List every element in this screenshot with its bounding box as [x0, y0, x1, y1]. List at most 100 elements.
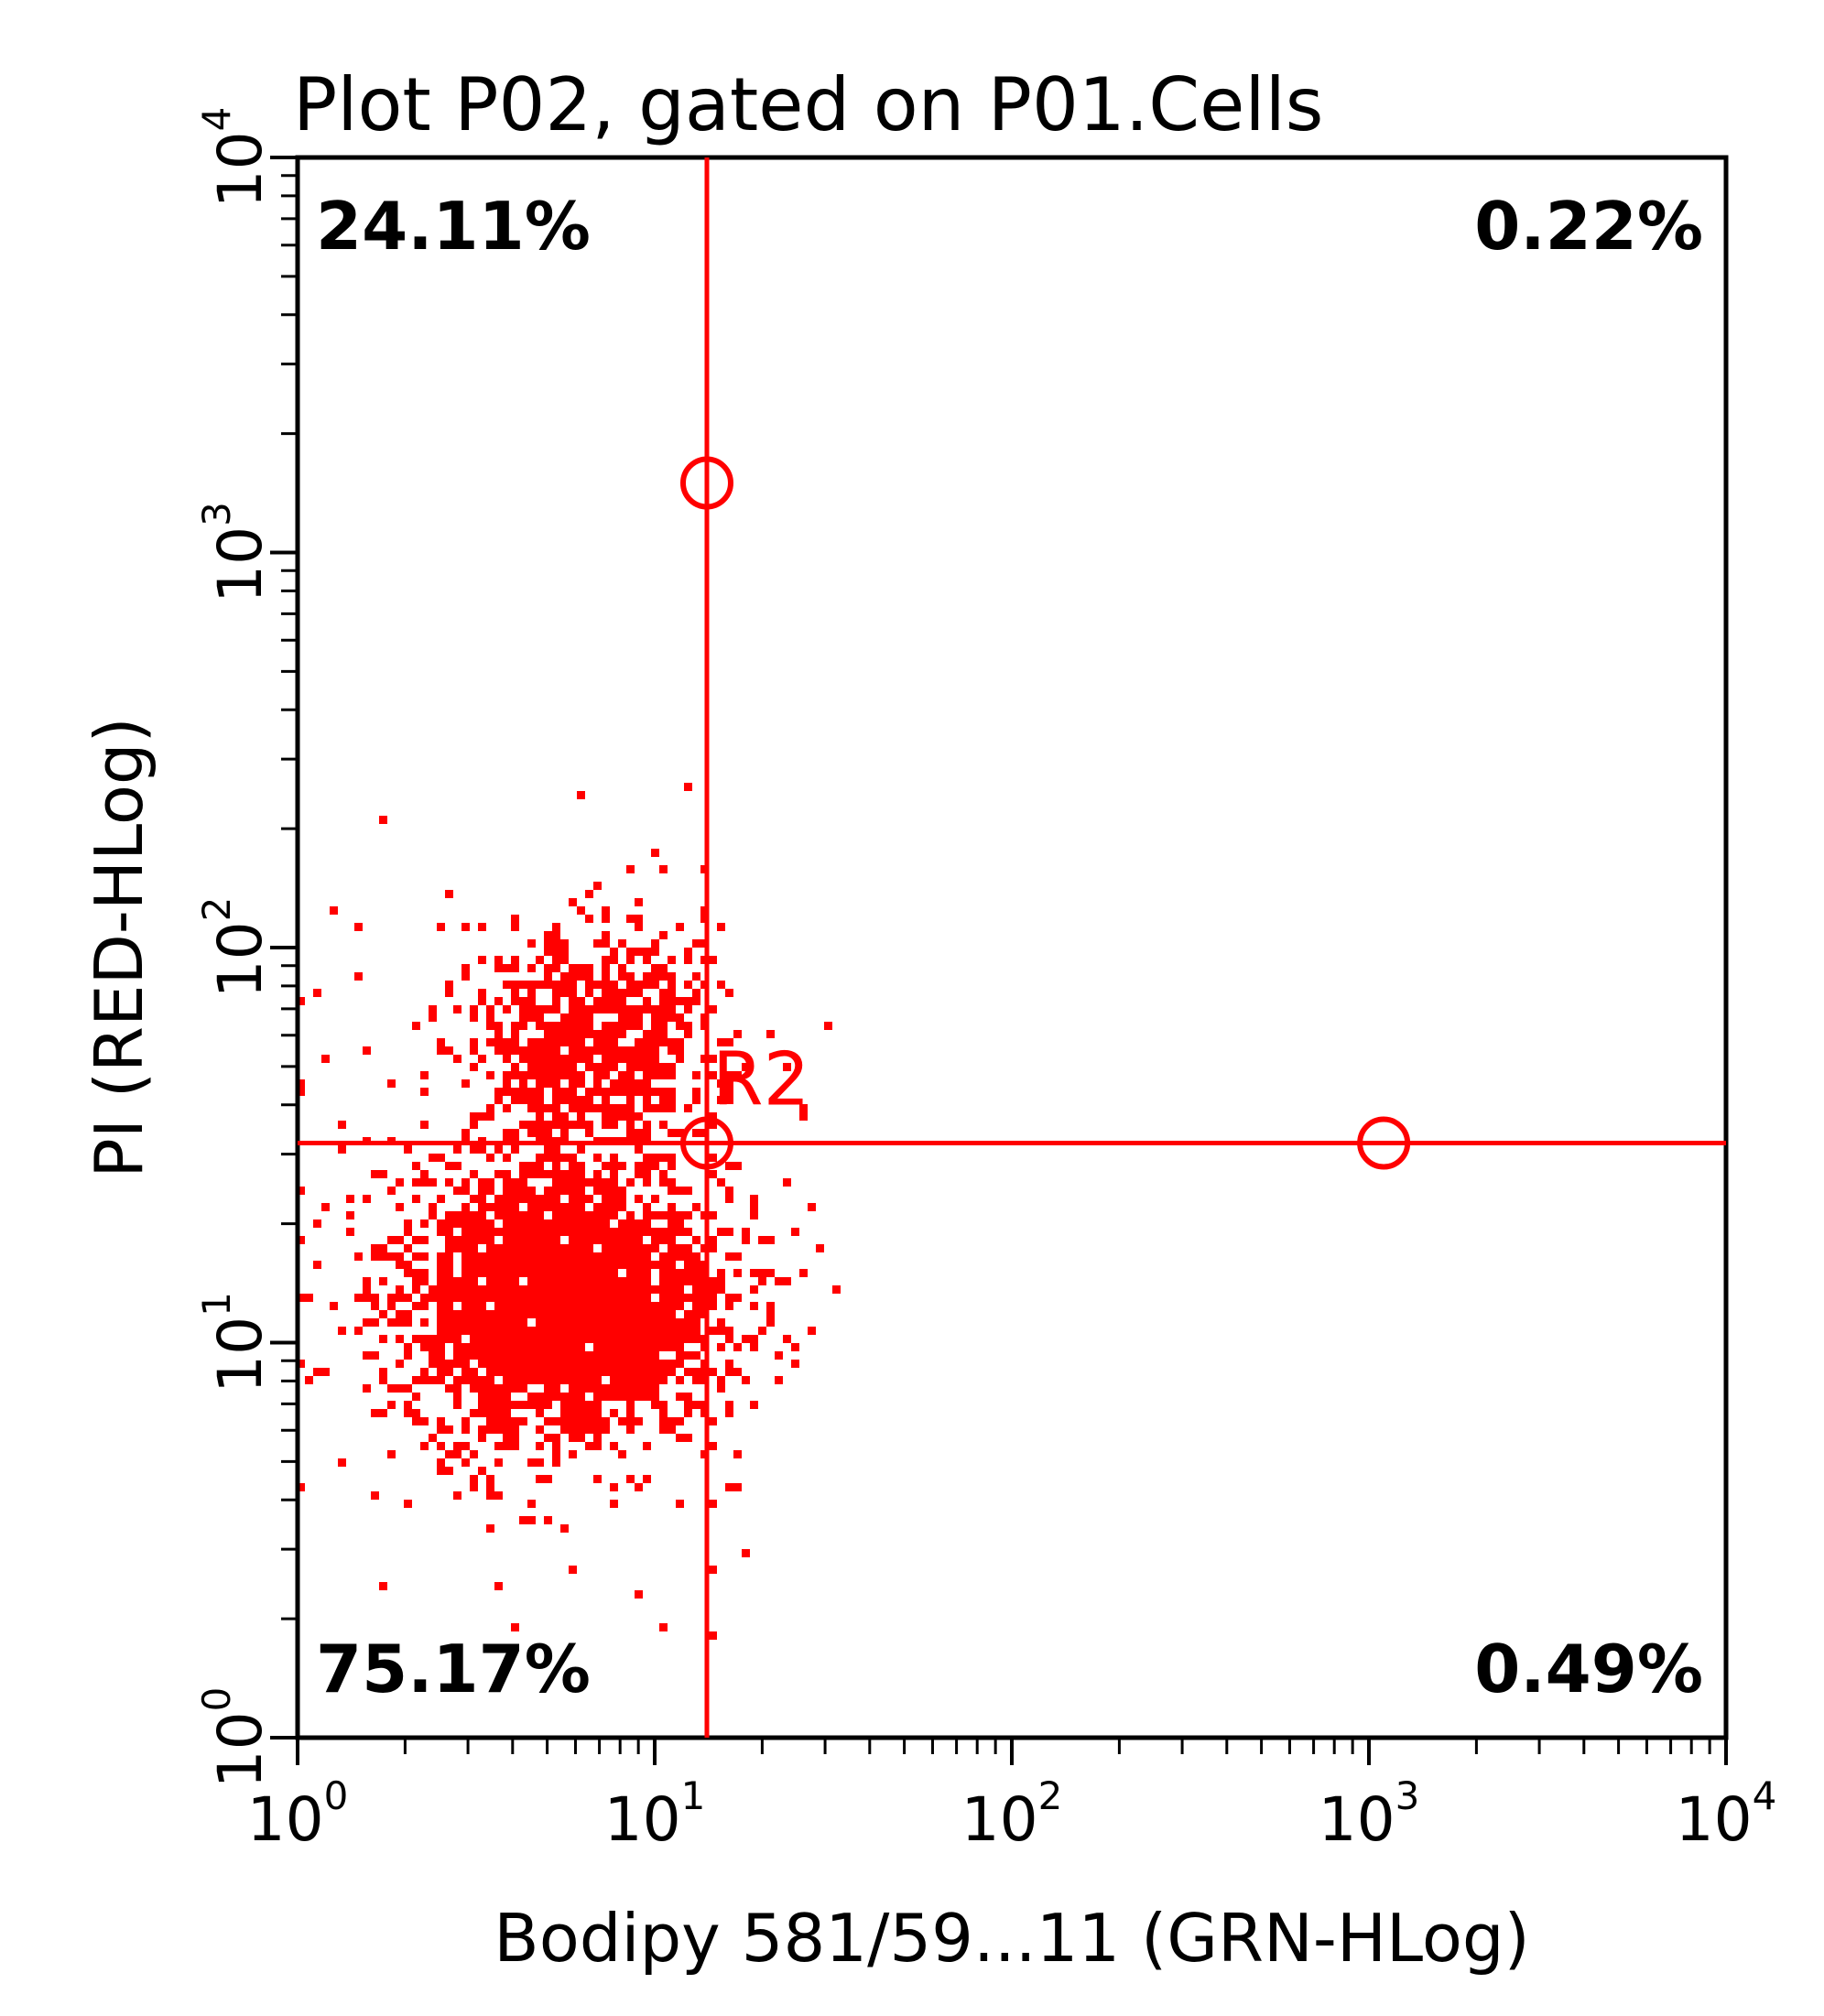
data-point [552, 923, 560, 931]
data-point [593, 882, 602, 890]
data-point [552, 1393, 560, 1401]
data-point [544, 1343, 552, 1351]
data-point [577, 1376, 585, 1384]
data-point [659, 1327, 668, 1335]
data-point [569, 1409, 577, 1417]
data-point [354, 1252, 363, 1261]
data-point [527, 1277, 536, 1285]
data-point [569, 1063, 577, 1071]
data-point [420, 1178, 429, 1187]
data-point [494, 1417, 503, 1425]
data-point [569, 1096, 577, 1104]
data-point [544, 1516, 552, 1524]
gate-r2[interactable]: R2 [298, 157, 1726, 1738]
data-point [486, 1401, 494, 1409]
data-point [577, 1384, 585, 1393]
data-point [461, 1187, 470, 1195]
data-point [659, 1310, 668, 1318]
data-point [610, 1277, 618, 1285]
data-point [429, 1434, 437, 1442]
data-point [659, 865, 668, 873]
data-point [371, 1244, 379, 1252]
data-point [668, 1327, 676, 1335]
data-point [733, 1450, 742, 1458]
data-point [585, 1005, 593, 1013]
data-point [461, 1285, 470, 1294]
data-point [684, 1335, 692, 1343]
data-point [651, 1236, 659, 1244]
data-point [519, 1335, 527, 1343]
data-point [494, 1360, 503, 1368]
data-point [511, 1351, 519, 1360]
data-point [577, 1104, 585, 1112]
data-point [338, 1121, 346, 1129]
data-point [676, 997, 684, 1005]
data-point [668, 1063, 676, 1071]
data-point [560, 1030, 569, 1038]
data-point [602, 1005, 610, 1013]
data-point [569, 1219, 577, 1228]
data-point [445, 1285, 453, 1294]
data-point [429, 1294, 437, 1302]
data-point [585, 1368, 593, 1376]
data-point [560, 1219, 569, 1228]
data-point [659, 1236, 668, 1244]
data-point [626, 1277, 635, 1285]
data-point [651, 964, 659, 972]
data-point [651, 1244, 659, 1252]
data-point [569, 1269, 577, 1277]
data-point [593, 1384, 602, 1393]
data-point [717, 1038, 725, 1046]
data-point [593, 1261, 602, 1269]
data-point [750, 1335, 758, 1343]
data-point [692, 1203, 700, 1211]
data-point [569, 1154, 577, 1162]
data-point [602, 1261, 610, 1269]
data-point [618, 939, 626, 948]
data-point [544, 1417, 552, 1425]
data-point [585, 1096, 593, 1104]
data-point [544, 1129, 552, 1137]
data-point [544, 1228, 552, 1236]
data-point [544, 1195, 552, 1203]
data-point [717, 1178, 725, 1187]
data-point [635, 1145, 643, 1154]
data-point [799, 1112, 808, 1121]
data-point [503, 1038, 511, 1046]
data-point [511, 989, 519, 997]
data-point [536, 1376, 544, 1384]
data-point [560, 956, 569, 964]
data-point [536, 1401, 544, 1409]
data-point [602, 1236, 610, 1244]
data-point [429, 1178, 437, 1187]
data-point [420, 1236, 429, 1244]
data-point [511, 1178, 519, 1187]
data-point [635, 981, 643, 989]
data-point [651, 972, 659, 981]
data-point [486, 1368, 494, 1376]
data-point [733, 1483, 742, 1491]
data-point [552, 1269, 560, 1277]
data-point [544, 1170, 552, 1178]
data-point [758, 1236, 766, 1244]
data-point [791, 1360, 799, 1368]
data-point [585, 1401, 593, 1409]
data-point [552, 1038, 560, 1046]
data-point [602, 1046, 610, 1055]
x-tick-label: 104 [1676, 1773, 1777, 1855]
data-point [461, 1368, 470, 1376]
data-point [544, 1302, 552, 1310]
data-point [668, 1417, 676, 1425]
data-point [593, 1294, 602, 1302]
data-point [486, 1376, 494, 1384]
data-point [725, 1187, 733, 1195]
data-point [544, 948, 552, 956]
data-point [577, 1417, 585, 1425]
data-point [626, 1121, 635, 1129]
data-point [569, 1121, 577, 1129]
data-point [618, 1195, 626, 1203]
data-point [626, 981, 635, 989]
data-point [643, 1079, 651, 1088]
data-point [750, 1203, 758, 1211]
data-point [626, 1360, 635, 1368]
